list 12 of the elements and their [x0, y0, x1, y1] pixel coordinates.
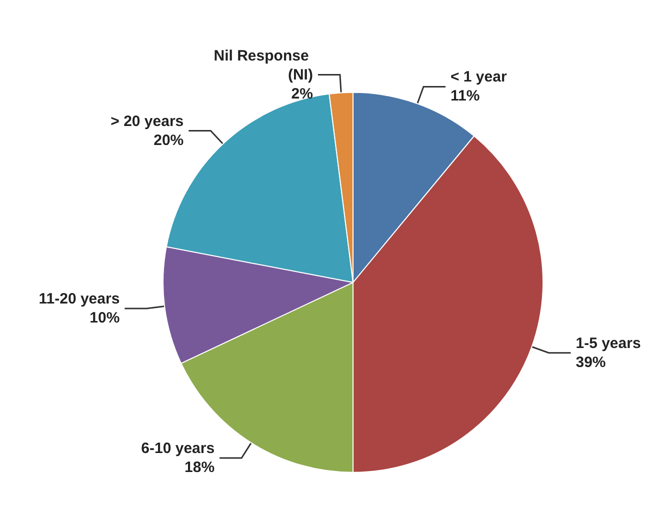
data-label: 20% — [154, 132, 184, 149]
slice-label: 11-20 years — [38, 290, 120, 308]
data-label: 10% — [90, 309, 120, 326]
data-label: 18% — [184, 459, 215, 476]
data-label: 39% — [576, 354, 606, 371]
slice-label: Nil Response (NI) — [214, 47, 313, 84]
slice-label: 6-10 years — [141, 440, 215, 458]
data-label: 11% — [450, 88, 480, 105]
slice-label: < 1 year — [450, 68, 507, 86]
slice-label: > 20 years — [110, 112, 184, 130]
slice-label: 1-5 years — [576, 334, 641, 352]
data-label: 2% — [291, 85, 313, 102]
